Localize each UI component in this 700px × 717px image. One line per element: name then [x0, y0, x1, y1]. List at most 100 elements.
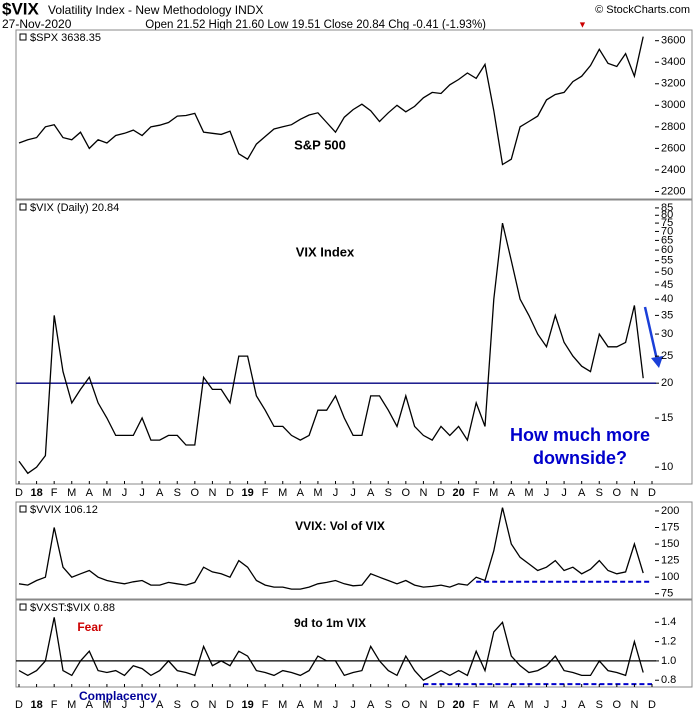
- x-tick-label: J: [122, 699, 128, 711]
- panel-title: $VVIX 106.12: [30, 504, 98, 516]
- panel-title: $VXST:$VIX 0.88: [30, 602, 115, 614]
- x-tick-label: F: [51, 699, 58, 711]
- x-tick-label: J: [544, 487, 550, 499]
- x-tick-label: D: [15, 699, 23, 711]
- x-tick-label: J: [350, 487, 356, 499]
- series-line: [18, 507, 644, 590]
- x-tick-label: O: [191, 699, 200, 711]
- quote: Open 21.52 High 21.60 Low 19.51 Close 20…: [145, 19, 486, 31]
- annotation: Fear: [77, 620, 103, 634]
- x-tick-label: N: [630, 487, 638, 499]
- x-tick-label: D: [648, 699, 656, 711]
- y-tick-label: 125: [661, 555, 679, 567]
- x-tick-label: F: [51, 487, 58, 499]
- x-tick-label: N: [208, 487, 216, 499]
- y-tick-label: 3400: [661, 56, 685, 68]
- y-tick-label: 25: [661, 350, 673, 362]
- y-tick-label: 75: [661, 217, 673, 229]
- x-tick-label: O: [613, 487, 622, 499]
- y-tick-label: 2400: [661, 164, 685, 176]
- annotation: Complacency: [79, 689, 157, 703]
- x-tick-label: D: [648, 487, 656, 499]
- x-tick-label: M: [489, 699, 498, 711]
- x-tick-label: M: [313, 699, 322, 711]
- x-tick-label: N: [419, 699, 427, 711]
- x-tick-label: M: [524, 487, 533, 499]
- panel-frame: [15, 199, 693, 485]
- x-tick-label: J: [544, 699, 550, 711]
- y-tick-label: 20: [661, 377, 673, 389]
- y-tick-label: 100: [661, 571, 679, 583]
- date: 27-Nov-2020: [2, 17, 72, 31]
- y-tick-label: 2600: [661, 142, 685, 154]
- x-tick-label: N: [419, 487, 427, 499]
- x-tick-label: M: [489, 487, 498, 499]
- legend-icon: [19, 505, 27, 513]
- x-tick-label: O: [191, 487, 200, 499]
- x-tick-label: D: [437, 699, 445, 711]
- x-tick-label: S: [174, 699, 181, 711]
- y-tick-label: 55: [661, 255, 673, 267]
- annotation: 9d to 1m VIX: [294, 616, 366, 630]
- x-tick-label: J: [561, 699, 567, 711]
- annotation: VVIX: Vol of VIX: [295, 519, 385, 533]
- x-tick-label: S: [596, 699, 603, 711]
- y-tick-label: 35: [661, 309, 673, 321]
- y-tick-label: 2800: [661, 121, 685, 133]
- y-tick-label: 45: [661, 279, 673, 291]
- y-tick-label: 1.4: [661, 616, 676, 628]
- x-tick-label: 19: [241, 699, 253, 711]
- series-line: [18, 222, 644, 475]
- arrow-head: [651, 356, 663, 368]
- x-tick-label: D: [437, 487, 445, 499]
- x-tick-label: M: [102, 699, 111, 711]
- x-tick-label: J: [139, 699, 145, 711]
- y-tick-label: 65: [661, 234, 673, 246]
- x-tick-label: A: [86, 699, 94, 711]
- x-tick-label: 18: [30, 699, 42, 711]
- x-tick-label: M: [67, 487, 76, 499]
- x-tick-label: A: [156, 487, 164, 499]
- x-tick-label: M: [278, 487, 287, 499]
- y-tick-label: 175: [661, 521, 679, 533]
- x-tick-label: J: [333, 487, 339, 499]
- x-tick-label: O: [402, 699, 411, 711]
- symbol: $VIX: [2, 0, 40, 18]
- x-tick-label: A: [508, 699, 516, 711]
- x-tick-label: J: [333, 699, 339, 711]
- x-tick-label: D: [226, 487, 234, 499]
- panel-frame: [15, 501, 693, 600]
- x-tick-label: M: [67, 699, 76, 711]
- arrow: [643, 306, 659, 361]
- x-tick-label: N: [208, 699, 216, 711]
- annotation: S&P 500: [294, 137, 346, 152]
- x-tick-label: F: [473, 487, 480, 499]
- x-tick-label: J: [350, 699, 356, 711]
- annotation: How much more: [510, 425, 650, 445]
- y-tick-label: 50: [661, 266, 673, 278]
- y-tick-label: 70: [661, 225, 673, 237]
- x-tick-label: O: [402, 487, 411, 499]
- y-tick-label: 150: [661, 538, 679, 550]
- panel-frame: [15, 599, 693, 688]
- annotation: downside?: [533, 448, 627, 468]
- x-tick-label: A: [578, 699, 586, 711]
- x-tick-label: M: [524, 699, 533, 711]
- y-tick-label: 3000: [661, 99, 685, 111]
- x-tick-label: A: [297, 487, 305, 499]
- x-tick-label: J: [561, 487, 567, 499]
- x-tick-label: S: [385, 487, 392, 499]
- legend-icon: [19, 33, 27, 41]
- panel-title: $VIX (Daily) 20.84: [30, 202, 119, 214]
- y-tick-label: 80: [661, 209, 673, 221]
- y-tick-label: 2200: [661, 185, 685, 197]
- x-tick-label: A: [297, 699, 305, 711]
- x-tick-label: A: [156, 699, 164, 711]
- x-tick-label: S: [596, 487, 603, 499]
- index-name: Volatility Index - New Methodology INDX: [48, 3, 263, 17]
- y-tick-label: 1.2: [661, 635, 676, 647]
- x-tick-label: A: [578, 487, 586, 499]
- y-tick-label: 1.0: [661, 655, 676, 667]
- y-tick-label: 15: [661, 412, 673, 424]
